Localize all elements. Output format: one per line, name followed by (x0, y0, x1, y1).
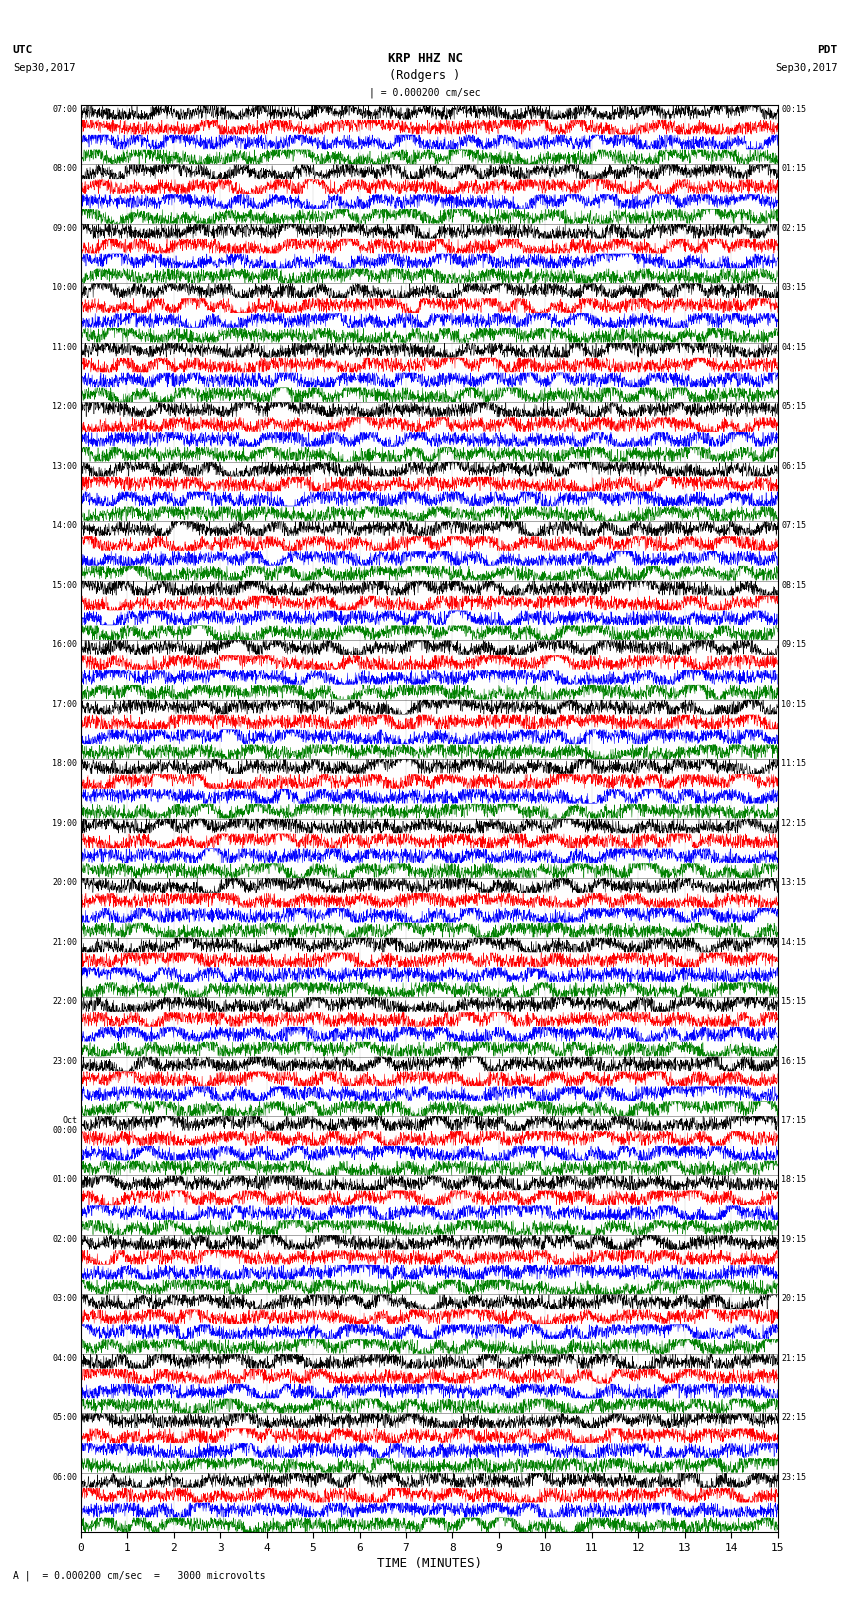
Text: 05:00: 05:00 (52, 1413, 77, 1423)
Text: 17:00: 17:00 (52, 700, 77, 708)
Text: 21:15: 21:15 (781, 1353, 807, 1363)
Text: 23:00: 23:00 (52, 1057, 77, 1066)
Text: 20:00: 20:00 (52, 877, 77, 887)
Text: 15:15: 15:15 (781, 997, 807, 1007)
Text: 04:15: 04:15 (781, 344, 807, 352)
Text: 17:15: 17:15 (781, 1116, 807, 1124)
Text: 07:00: 07:00 (52, 105, 77, 115)
Text: 06:00: 06:00 (52, 1473, 77, 1482)
Text: 10:15: 10:15 (781, 700, 807, 708)
Text: 07:15: 07:15 (781, 521, 807, 531)
Text: 12:15: 12:15 (781, 819, 807, 827)
Text: Oct
00:00: Oct 00:00 (52, 1116, 77, 1136)
Text: 22:15: 22:15 (781, 1413, 807, 1423)
Text: KRP HHZ NC: KRP HHZ NC (388, 52, 462, 65)
Text: PDT: PDT (817, 45, 837, 55)
Text: Sep30,2017: Sep30,2017 (774, 63, 837, 73)
Text: 06:15: 06:15 (781, 461, 807, 471)
Text: 09:15: 09:15 (781, 640, 807, 648)
Text: 08:00: 08:00 (52, 165, 77, 173)
Text: 09:00: 09:00 (52, 224, 77, 232)
Text: 05:15: 05:15 (781, 402, 807, 411)
Text: 03:00: 03:00 (52, 1294, 77, 1303)
Text: 18:00: 18:00 (52, 760, 77, 768)
Text: 08:15: 08:15 (781, 581, 807, 590)
Text: 16:15: 16:15 (781, 1057, 807, 1066)
Text: 21:00: 21:00 (52, 937, 77, 947)
Text: 15:00: 15:00 (52, 581, 77, 590)
Text: 10:00: 10:00 (52, 284, 77, 292)
Text: 11:15: 11:15 (781, 760, 807, 768)
Text: 01:15: 01:15 (781, 165, 807, 173)
Text: | = 0.000200 cm/sec: | = 0.000200 cm/sec (369, 87, 481, 98)
Text: 22:00: 22:00 (52, 997, 77, 1007)
Text: 20:15: 20:15 (781, 1294, 807, 1303)
Text: 23:15: 23:15 (781, 1473, 807, 1482)
Text: 01:00: 01:00 (52, 1176, 77, 1184)
Text: 02:00: 02:00 (52, 1236, 77, 1244)
Text: 04:00: 04:00 (52, 1353, 77, 1363)
Text: (Rodgers ): (Rodgers ) (389, 69, 461, 82)
Text: Sep30,2017: Sep30,2017 (13, 63, 76, 73)
Text: 12:00: 12:00 (52, 402, 77, 411)
Text: A |  = 0.000200 cm/sec  =   3000 microvolts: A | = 0.000200 cm/sec = 3000 microvolts (13, 1569, 265, 1581)
Text: 18:15: 18:15 (781, 1176, 807, 1184)
Text: 03:15: 03:15 (781, 284, 807, 292)
Text: 19:00: 19:00 (52, 819, 77, 827)
Text: 16:00: 16:00 (52, 640, 77, 648)
Text: 02:15: 02:15 (781, 224, 807, 232)
Text: UTC: UTC (13, 45, 33, 55)
Text: 19:15: 19:15 (781, 1236, 807, 1244)
Text: 13:15: 13:15 (781, 877, 807, 887)
Text: 14:15: 14:15 (781, 937, 807, 947)
Text: 13:00: 13:00 (52, 461, 77, 471)
Text: 00:15: 00:15 (781, 105, 807, 115)
Text: 11:00: 11:00 (52, 344, 77, 352)
Text: 14:00: 14:00 (52, 521, 77, 531)
X-axis label: TIME (MINUTES): TIME (MINUTES) (377, 1557, 482, 1569)
